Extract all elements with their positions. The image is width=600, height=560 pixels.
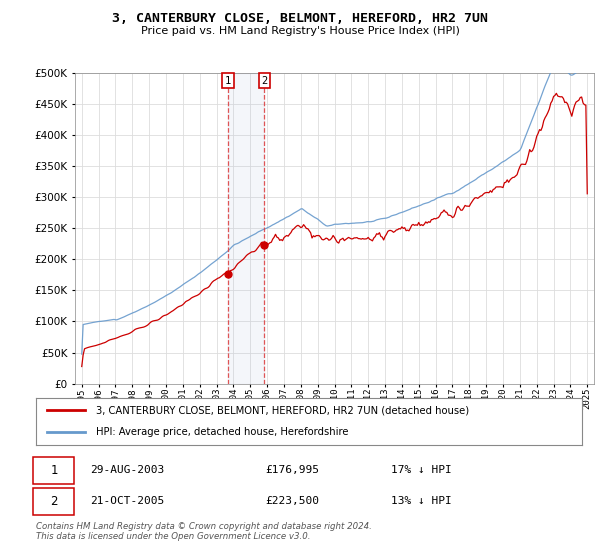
Text: HPI: Average price, detached house, Herefordshire: HPI: Average price, detached house, Here…: [96, 427, 349, 437]
Text: 17% ↓ HPI: 17% ↓ HPI: [391, 465, 452, 475]
Text: Price paid vs. HM Land Registry's House Price Index (HPI): Price paid vs. HM Land Registry's House …: [140, 26, 460, 36]
Text: 3, CANTERBURY CLOSE, BELMONT, HEREFORD, HR2 7UN: 3, CANTERBURY CLOSE, BELMONT, HEREFORD, …: [112, 12, 488, 25]
FancyBboxPatch shape: [33, 457, 74, 484]
Text: Contains HM Land Registry data © Crown copyright and database right 2024.
This d: Contains HM Land Registry data © Crown c…: [36, 522, 372, 542]
Text: £176,995: £176,995: [265, 465, 319, 475]
Bar: [228, 73, 264, 384]
FancyBboxPatch shape: [33, 488, 74, 515]
Text: 21-OCT-2005: 21-OCT-2005: [91, 496, 165, 506]
Text: 3, CANTERBURY CLOSE, BELMONT, HEREFORD, HR2 7UN (detached house): 3, CANTERBURY CLOSE, BELMONT, HEREFORD, …: [96, 405, 469, 416]
Text: 13% ↓ HPI: 13% ↓ HPI: [391, 496, 452, 506]
Text: £223,500: £223,500: [265, 496, 319, 506]
Text: 29-AUG-2003: 29-AUG-2003: [91, 465, 165, 475]
Text: 1: 1: [50, 464, 58, 477]
Text: 2: 2: [261, 76, 268, 86]
Text: 2: 2: [50, 494, 58, 508]
Text: 1: 1: [225, 76, 231, 86]
